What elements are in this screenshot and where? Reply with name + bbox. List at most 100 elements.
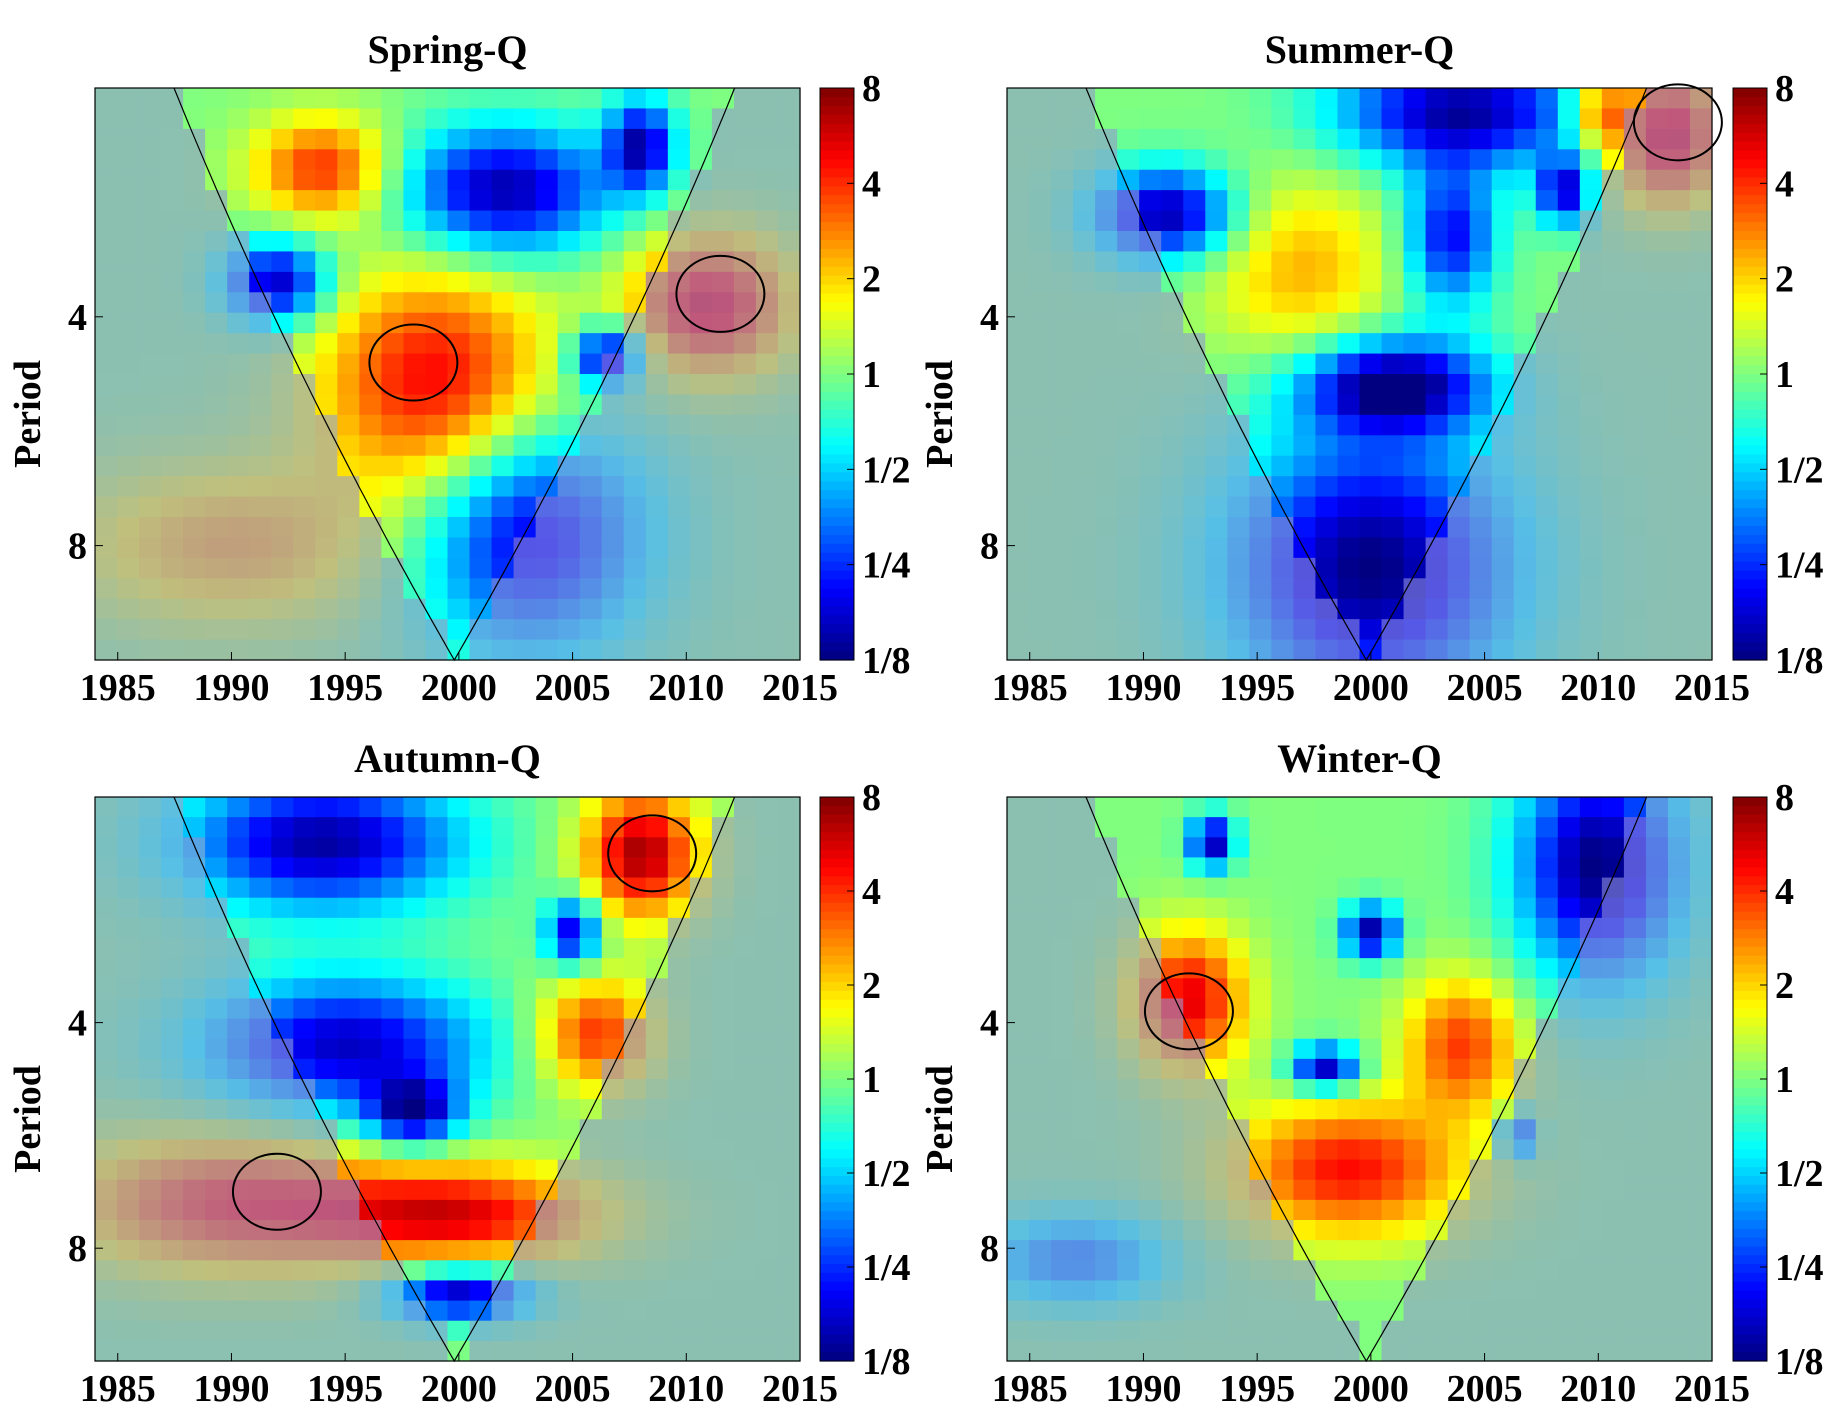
heatmap-cell (1645, 1038, 1669, 1060)
heatmap-cell (1227, 1018, 1250, 1040)
heatmap-cell (227, 496, 250, 518)
heatmap-cell (755, 1199, 779, 1221)
colorbar-swatch (820, 284, 854, 295)
heatmap-cell (1645, 1179, 1669, 1201)
heatmap-cell (1293, 1260, 1317, 1282)
heatmap-cell (1557, 578, 1581, 600)
x-tick-label: 1985 (80, 667, 156, 709)
heatmap-cell (1667, 1260, 1691, 1282)
heatmap-cell (1007, 149, 1030, 171)
heatmap-cell (425, 292, 449, 314)
heatmap-cell (359, 1220, 383, 1241)
heatmap-cell (1469, 1220, 1493, 1241)
heatmap-cell (1689, 292, 1713, 314)
heatmap-cell (271, 496, 294, 518)
heatmap-cell (337, 938, 360, 959)
heatmap-cell (1315, 312, 1339, 334)
heatmap-cell (1623, 598, 1647, 620)
heatmap-cell (1623, 476, 1647, 498)
heatmap-cell (271, 897, 294, 919)
colorbar-swatch (820, 964, 854, 974)
heatmap-cell (183, 455, 206, 477)
heatmap-cell (557, 1079, 581, 1100)
heatmap-cell (1513, 476, 1537, 498)
heatmap-cell (1271, 598, 1295, 620)
heatmap-cell (205, 394, 228, 416)
heatmap-cell (1601, 1260, 1625, 1282)
heatmap-cell (1557, 169, 1581, 191)
heatmap-cell (1469, 639, 1493, 661)
heatmap-cell (1183, 231, 1206, 253)
heatmap-cell (1447, 353, 1471, 375)
colorbar-tick-label: 2 (1775, 259, 1794, 301)
heatmap-cell (535, 333, 559, 355)
colorbar-swatch (820, 409, 854, 420)
heatmap-cell (491, 108, 515, 130)
colorbar-swatch (820, 938, 854, 948)
heatmap-cell (249, 1199, 272, 1221)
heatmap-cell (183, 476, 206, 498)
heatmap-cell (513, 1300, 537, 1322)
heatmap-cell (601, 128, 625, 150)
colorbar-swatch (1733, 1061, 1767, 1071)
heatmap-cell (491, 496, 515, 518)
heatmap-cell (1535, 639, 1559, 661)
heatmap-cell (1205, 88, 1228, 110)
heatmap-cell (117, 496, 140, 518)
heatmap-cell (205, 557, 228, 579)
heatmap-cell (227, 1018, 250, 1040)
heatmap-cell (95, 1320, 118, 1342)
heatmap-cell (1425, 639, 1449, 661)
heatmap-cell (1689, 374, 1713, 396)
heatmap-cell (1315, 128, 1339, 150)
heatmap-cell (1447, 797, 1471, 818)
heatmap-cell (1139, 190, 1162, 212)
heatmap-cell (337, 1179, 360, 1201)
colorbar-swatch (1733, 1184, 1767, 1195)
heatmap-cell (1117, 1199, 1140, 1221)
heatmap-cell (1073, 88, 1096, 110)
heatmap-cell (1315, 917, 1339, 939)
heatmap-cell (1491, 128, 1515, 150)
heatmap-cell (623, 292, 647, 314)
heatmap-cell (1381, 857, 1405, 879)
heatmap-cell (777, 619, 801, 641)
heatmap-cell (1249, 496, 1272, 518)
heatmap-cell (1645, 1240, 1669, 1261)
heatmap-cell (205, 1099, 228, 1120)
heatmap-cell (1117, 271, 1140, 293)
heatmap-cell (469, 837, 493, 859)
heatmap-cell (293, 1079, 316, 1100)
heatmap-cell (1601, 797, 1625, 818)
heatmap-cell (1491, 374, 1515, 396)
heatmap-cell (1359, 1018, 1383, 1040)
heatmap-cell (1337, 639, 1361, 661)
heatmap-cell (1689, 435, 1713, 457)
heatmap-cell (1161, 292, 1184, 314)
heatmap-cell (513, 149, 537, 171)
heatmap-cell (249, 1038, 272, 1060)
heatmap-cell (205, 88, 228, 110)
heatmap-cell (1183, 1340, 1206, 1362)
heatmap-cell (1271, 578, 1295, 600)
heatmap-cell (535, 292, 559, 314)
heatmap-cell (403, 1179, 427, 1201)
heatmap-cell (161, 578, 184, 600)
heatmap-cell (513, 1260, 537, 1282)
heatmap-cell (1183, 639, 1206, 661)
heatmap-cell (1623, 353, 1647, 375)
heatmap-cell (1007, 455, 1030, 477)
colorbar-tick-label: 1/2 (862, 1153, 911, 1195)
heatmap-cell (1469, 108, 1493, 130)
heatmap-cell (1205, 435, 1228, 457)
heatmap-cell (579, 231, 603, 253)
heatmap-cell (1579, 1038, 1603, 1060)
heatmap-cell (1425, 619, 1449, 641)
heatmap-cell (1447, 817, 1471, 838)
heatmap-cell (1029, 1058, 1052, 1080)
heatmap-cell (1205, 1099, 1228, 1120)
heatmap-cell (359, 455, 383, 477)
heatmap-cell (755, 353, 779, 375)
heatmap-cell (293, 837, 316, 859)
heatmap-cell (1337, 414, 1361, 436)
